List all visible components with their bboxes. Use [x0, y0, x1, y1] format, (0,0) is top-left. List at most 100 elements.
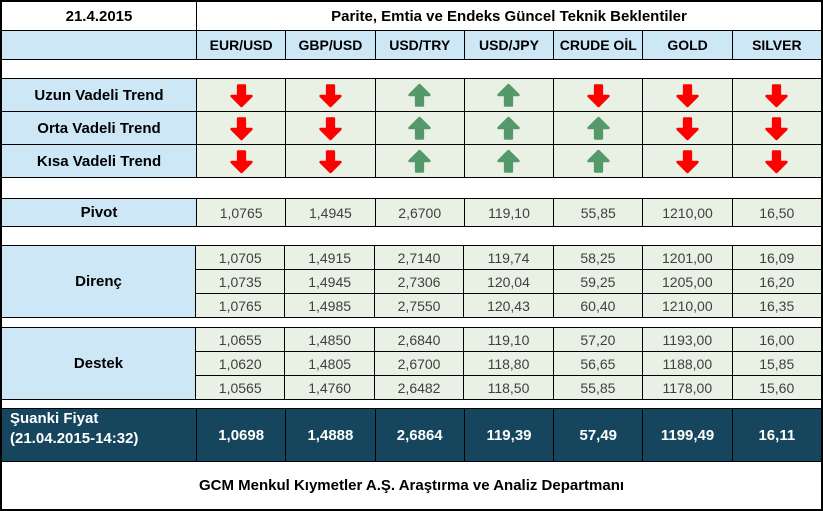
spacer-row [2, 60, 821, 78]
trend-cell-usd-jpy [463, 145, 554, 177]
resistance-value-usd-try: 2,7306 [373, 270, 464, 293]
spacer-row [2, 227, 821, 245]
report-date: 21.4.2015 [65, 7, 133, 25]
down-arrow-icon [676, 83, 699, 107]
resistance-section: Direnç 1,0705 1,4915 2,7140 119,74 58,25 1201… [2, 245, 821, 318]
trend-cell-eur-usd [196, 112, 286, 144]
support-label: Destek [2, 328, 196, 399]
support-value-gold: 1193,00 [642, 328, 732, 351]
support-value-silver: 16,00 [731, 328, 821, 351]
down-arrow-icon [676, 149, 699, 173]
up-arrow-icon [587, 116, 610, 140]
up-arrow-icon [408, 116, 431, 140]
support-value-usd-try: 2,6840 [373, 328, 464, 351]
current-price-row: Şuanki Fiyat (21.04.2015-14:32) 1,0698 1,… [2, 408, 821, 462]
support-value-usd-try: 2,6700 [373, 352, 464, 375]
resistance-values: 1,0705 1,4915 2,7140 119,74 58,25 1201,00 16,0… [196, 246, 821, 317]
trend-cell-gbp-usd [285, 112, 375, 144]
resistance-row-3: 1,0765 1,4985 2,7550 120,43 60,40 1210,00 16,3… [196, 294, 821, 317]
down-arrow-icon [229, 116, 253, 140]
report-title: Parite, Emtia ve Endeks Güncel Teknik Be… [196, 2, 821, 30]
resistance-value-silver: 16,35 [731, 294, 821, 317]
footer-row: GCM Menkul Kıymetler A.Ş. Araştırma ve A… [2, 462, 821, 509]
current-price-label-line1: Şuanki Fiyat [10, 410, 99, 427]
current-price-value-usd-try: 2,6864 [374, 409, 464, 461]
trend-cell-usd-try [374, 112, 464, 144]
support-value-silver: 15,85 [731, 352, 821, 375]
current-price-value-gold: 1199,49 [642, 409, 731, 461]
down-arrow-icon [319, 83, 342, 107]
column-header-silver: SILVER [731, 31, 821, 59]
resistance-value-gold: 1210,00 [642, 294, 732, 317]
up-arrow-icon [497, 83, 521, 107]
resistance-row-2: 1,0735 1,4945 2,7306 120,04 59,25 1205,00 16,2… [196, 270, 821, 294]
support-value-eur-usd: 1,0565 [196, 376, 285, 399]
support-value-eur-usd: 1,0655 [196, 328, 285, 351]
resistance-value-silver: 16,20 [731, 270, 821, 293]
trend-cell-silver [731, 79, 821, 111]
up-arrow-icon [497, 149, 521, 173]
pivot-value-gold: 1210,00 [642, 199, 732, 226]
support-value-silver: 15,60 [731, 376, 821, 399]
support-value-crude-o-l: 55,85 [552, 376, 643, 399]
current-price-label-line2: (21.04.2015-14:32) [10, 430, 139, 448]
pivot-value-silver: 16,50 [731, 199, 821, 226]
trend-cell-usd-jpy [463, 112, 554, 144]
support-value-gbp-usd: 1,4805 [284, 352, 374, 375]
column-header-row: EUR/USD GBP/USD USD/TRY USD/JPY CRUDE OİL GOL… [2, 31, 821, 60]
support-value-eur-usd: 1,0620 [196, 352, 285, 375]
trend-row-label: Orta Vadeli Trend [2, 112, 196, 144]
down-arrow-icon [765, 116, 789, 140]
current-price-value-usd-jpy: 119,39 [463, 409, 553, 461]
pivot-value-usd-try: 2,6700 [374, 199, 464, 226]
trend-row-orta-vadeli-trend: Orta Vadeli Trend [2, 112, 821, 145]
up-arrow-icon [408, 149, 431, 173]
trend-row-label: Uzun Vadeli Trend [2, 79, 196, 111]
trend-cell-usd-try [374, 145, 464, 177]
current-price-label: Şuanki Fiyat (21.04.2015-14:32) [2, 409, 196, 461]
resistance-label: Direnç [2, 246, 196, 317]
resistance-row-1: 1,0705 1,4915 2,7140 119,74 58,25 1201,00 16,0… [196, 246, 821, 270]
trend-cell-silver [731, 112, 821, 144]
resistance-value-usd-jpy: 120,43 [463, 294, 553, 317]
support-value-gold: 1178,00 [642, 376, 732, 399]
column-header-usd-jpy: USD/JPY [463, 31, 553, 59]
pivot-value-gbp-usd: 1,4945 [285, 199, 375, 226]
title-row: 21.4.2015 Parite, Emtia ve Endeks Güncel… [2, 2, 821, 31]
resistance-value-gold: 1205,00 [642, 270, 732, 293]
trend-row-uzun-vadeli-trend: Uzun Vadeli Trend [2, 79, 821, 112]
down-arrow-icon [229, 149, 253, 173]
trend-cell-gold [642, 79, 732, 111]
resistance-value-gbp-usd: 1,4985 [284, 294, 374, 317]
resistance-value-usd-try: 2,7550 [373, 294, 464, 317]
current-price-value-silver: 16,11 [731, 409, 821, 461]
resistance-value-eur-usd: 1,0705 [196, 246, 285, 269]
down-arrow-icon [229, 83, 253, 107]
column-header-usd-try: USD/TRY [374, 31, 464, 59]
pivot-row: Pivot 1,0765 1,4945 2,6700 119,10 55,85 1210,… [2, 198, 821, 227]
support-value-crude-o-l: 57,20 [552, 328, 643, 351]
current-price-value-eur-usd: 1,0698 [196, 409, 285, 461]
up-arrow-icon [587, 149, 610, 173]
trend-cell-eur-usd [196, 145, 286, 177]
footer-text: GCM Menkul Kıymetler A.Ş. Araştırma ve A… [198, 477, 625, 494]
resistance-value-gbp-usd: 1,4915 [284, 246, 374, 269]
support-value-usd-try: 2,6482 [373, 376, 464, 399]
resistance-value-gbp-usd: 1,4945 [284, 270, 374, 293]
support-value-usd-jpy: 119,10 [463, 328, 553, 351]
column-header-crude-o-l: CRUDE OİL [553, 31, 642, 59]
column-header-gold: GOLD [642, 31, 731, 59]
trend-cell-gbp-usd [285, 145, 375, 177]
resistance-value-crude-o-l: 58,25 [552, 246, 643, 269]
trend-cell-eur-usd [196, 79, 286, 111]
up-arrow-icon [497, 116, 521, 140]
trend-cell-usd-jpy [463, 79, 554, 111]
trend-cell-gbp-usd [285, 79, 375, 111]
trend-cell-gold [642, 145, 732, 177]
trend-row-k-sa-vadeli-trend: Kısa Vadeli Trend [2, 145, 821, 178]
spacer-row [2, 178, 821, 198]
support-value-gbp-usd: 1,4760 [284, 376, 374, 399]
trend-cell-crude-o-l [553, 112, 643, 144]
pivot-value-eur-usd: 1,0765 [196, 199, 286, 226]
support-row-2: 1,0620 1,4805 2,6700 118,80 56,65 1188,00 15,8… [196, 352, 821, 376]
